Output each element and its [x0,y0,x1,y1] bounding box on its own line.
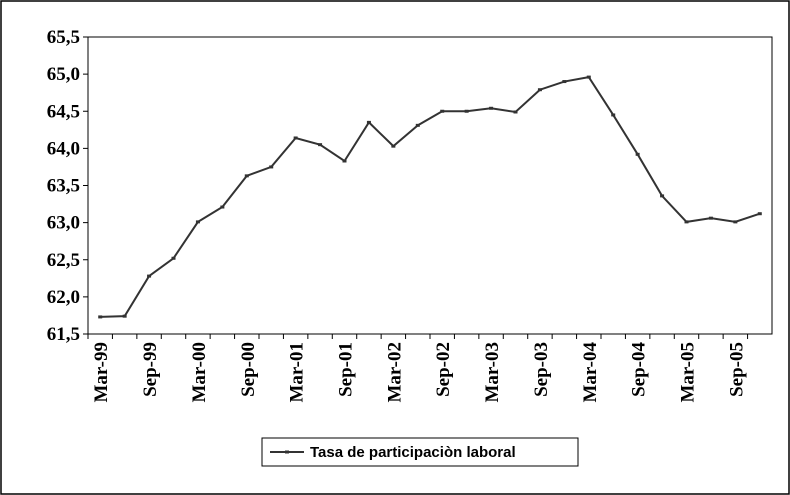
data-point [391,144,396,148]
data-point [147,274,152,278]
x-tick-label: Sep-03 [531,342,552,397]
data-point [366,120,371,124]
data-point [440,109,445,113]
x-tick-label: Sep-00 [238,342,259,397]
data-point [635,152,640,156]
y-tick-label: 63,5 [47,176,80,197]
y-tick-label: 62,0 [47,287,80,308]
data-point [293,136,298,140]
data-line [100,75,761,318]
data-point [220,205,225,209]
x-tick-label: Sep-02 [433,342,454,397]
data-point [708,216,713,220]
y-tick-label: 62,5 [47,250,80,271]
data-point [98,315,103,319]
data-point [342,159,347,163]
data-point [415,123,420,127]
data-point [464,109,469,113]
x-tick-label: Mar-99 [91,342,112,403]
x-tick-label: Sep-99 [140,342,161,397]
legend-marker [285,450,289,454]
x-tick-label: Sep-01 [336,342,357,397]
data-point [757,212,762,216]
x-tick-label: Mar-01 [287,342,308,403]
y-tick-label: 64,5 [47,101,80,122]
y-tick-label: 65,5 [47,27,80,48]
legend-label: Tasa de participaciòn laboral [310,444,516,461]
x-tick-label: Mar-03 [482,342,503,403]
data-point [489,106,494,110]
x-tick-label: Sep-05 [726,342,747,397]
data-point [195,220,200,224]
y-tick-label: 65,0 [47,64,80,85]
data-point [513,110,518,114]
legend-box [261,437,579,467]
data-point [733,220,738,224]
x-tick-label: Mar-05 [678,342,699,403]
data-point [586,75,591,79]
data-point [269,165,274,169]
data-point [611,113,616,117]
y-tick-label: 61,5 [47,324,80,345]
data-point [562,80,567,84]
data-point [244,174,249,178]
y-tick-label: 63,0 [47,213,80,234]
x-tick-label: Mar-02 [384,342,405,403]
data-point [122,314,127,318]
x-tick-label: Mar-00 [189,342,210,403]
data-point [318,143,323,147]
data-point [684,220,689,224]
data-point [171,256,176,260]
data-point [537,88,542,92]
data-point [660,194,665,198]
x-tick-label: Sep-04 [629,342,650,397]
x-tick-label: Mar-04 [580,342,601,403]
y-tick-label: 64,0 [47,138,80,159]
